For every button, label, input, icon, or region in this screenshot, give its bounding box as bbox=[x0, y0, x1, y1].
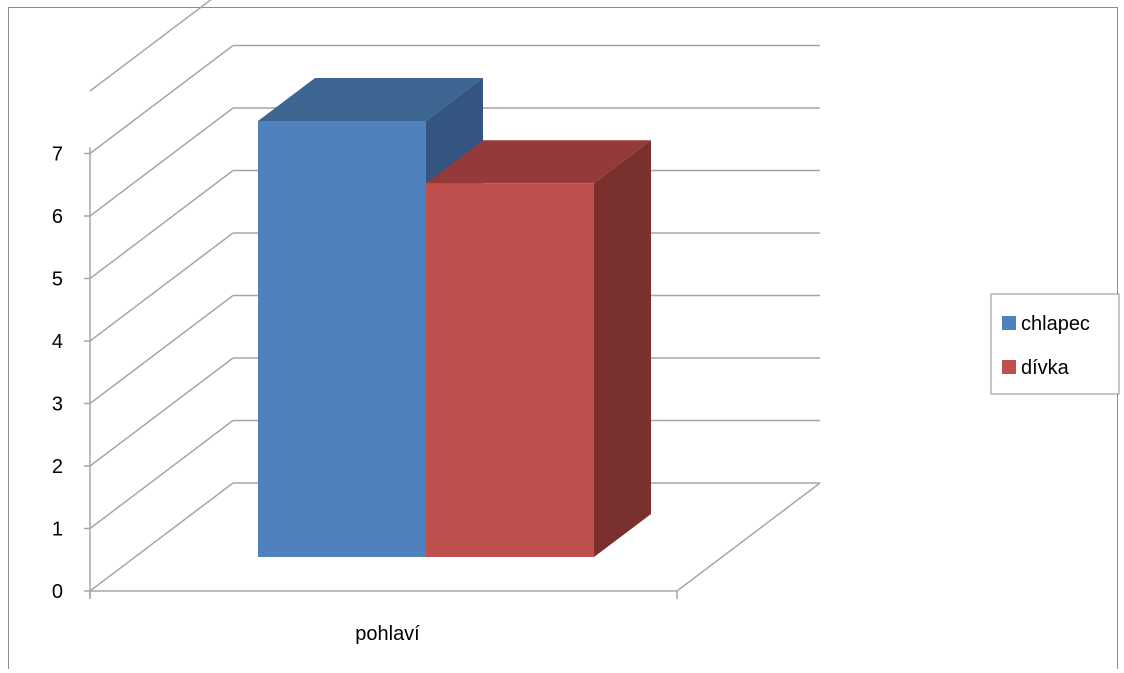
bar-top-chlapec bbox=[258, 78, 483, 121]
gridline-side bbox=[89, 419, 234, 530]
bar-side-divka bbox=[594, 140, 651, 558]
gridline-side bbox=[89, 107, 234, 217]
x-category-label: pohlaví bbox=[355, 623, 420, 645]
gridline-side bbox=[89, 232, 234, 342]
legend-box bbox=[990, 293, 1120, 395]
legend-swatch bbox=[1002, 360, 1016, 374]
y-tick-label: 3 bbox=[52, 394, 63, 416]
legend-label: dívka bbox=[1021, 357, 1070, 379]
y-tick-label: 6 bbox=[52, 206, 63, 228]
y-tick-label: 7 bbox=[52, 144, 63, 166]
floor-right-edge bbox=[676, 482, 821, 592]
gridline-side bbox=[89, 169, 234, 280]
legend-swatch bbox=[1002, 316, 1016, 330]
gridline-side bbox=[89, 44, 234, 155]
legend-label: chlapec bbox=[1021, 313, 1090, 335]
y-tick-label: 5 bbox=[52, 269, 63, 291]
bar-top-divka bbox=[426, 140, 651, 184]
bar-front-divka bbox=[426, 183, 594, 558]
chart-walls bbox=[89, 147, 821, 597]
chart-legend: chlapec dívka bbox=[990, 293, 1120, 395]
y-tick-label: 1 bbox=[52, 519, 63, 541]
gridline-side bbox=[89, 357, 234, 467]
y-tick-label: 4 bbox=[52, 331, 63, 353]
gridline-side bbox=[89, 0, 212, 92]
gridline-side bbox=[89, 294, 234, 405]
y-axis-ticks: 0 1 2 3 4 5 6 7 bbox=[52, 144, 90, 603]
x-axis: pohlaví bbox=[89, 590, 678, 645]
chart-bars bbox=[258, 78, 651, 558]
gridline-side bbox=[89, 482, 234, 592]
y-tick-label: 2 bbox=[52, 456, 63, 478]
bar-front-chlapec bbox=[258, 121, 426, 557]
y-tick-label: 0 bbox=[52, 581, 63, 603]
